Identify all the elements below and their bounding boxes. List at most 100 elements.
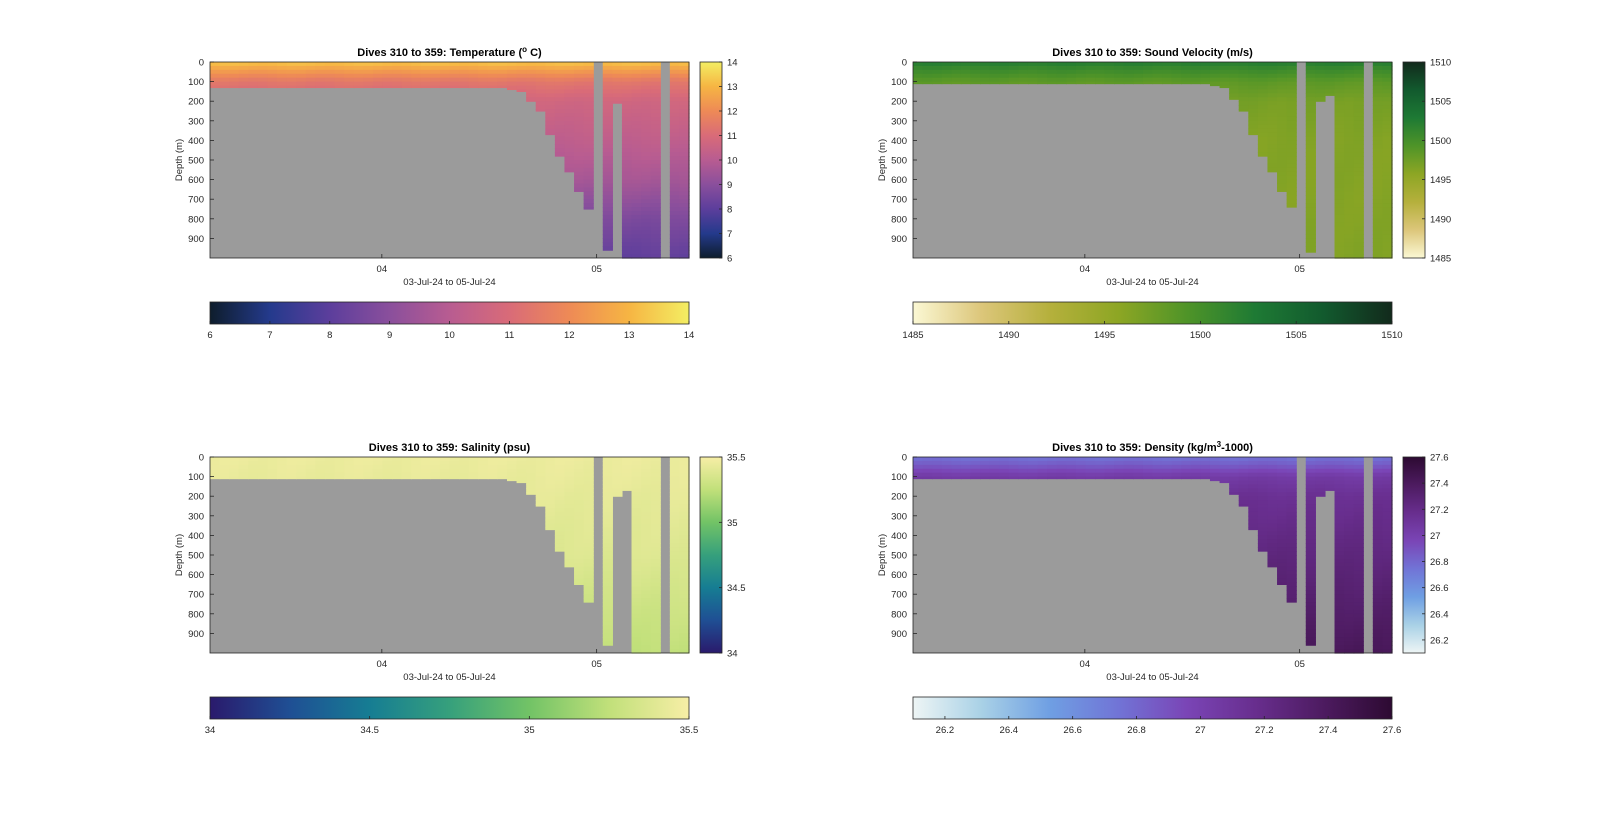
profile-cell (1257, 500, 1269, 505)
profile-cell (1238, 484, 1249, 489)
profile-cell (602, 230, 613, 236)
profile-cell (564, 93, 575, 98)
colorbar-tick-label: 1495 (1094, 330, 1115, 341)
y-tick-label: 100 (891, 472, 907, 483)
profile-cell (564, 519, 575, 525)
profile-cell (1334, 543, 1345, 548)
profile-cell (545, 112, 556, 118)
profile-cell (631, 558, 642, 564)
profile-cell (305, 476, 316, 480)
profile-cell (669, 586, 681, 591)
profile-cell (1372, 574, 1384, 580)
profile-cell (650, 562, 661, 568)
profile-cell (602, 93, 613, 98)
profile-cell (554, 515, 566, 521)
profile-cell (1142, 476, 1154, 480)
profile-cell (999, 472, 1010, 478)
profile-cell (497, 81, 508, 87)
profile-cell (669, 116, 681, 122)
profile-cell (1190, 69, 1201, 75)
profile-cell (1334, 464, 1345, 470)
profile-cell (669, 144, 681, 149)
profile-cell (631, 507, 642, 513)
profile-cell (487, 472, 498, 478)
profile-cell (1372, 617, 1384, 623)
profile-cell (612, 89, 623, 94)
profile-cell (1353, 602, 1364, 607)
profile-cell (641, 594, 652, 599)
profile-cell (1382, 625, 1393, 631)
colorbar-tick-label: 26.2 (1430, 635, 1449, 646)
profile-cell (564, 148, 575, 153)
profile-cell (459, 85, 470, 89)
profile-cell (1277, 535, 1288, 540)
profile-cell (679, 230, 690, 236)
profile-cell (1277, 476, 1288, 482)
profile-cell (679, 645, 690, 650)
profile-cell (468, 62, 479, 67)
profile-cell (641, 128, 652, 134)
profile-cell (1372, 124, 1384, 130)
profile-cell (1037, 65, 1048, 71)
profile-cell (420, 65, 431, 71)
profile-cell (1171, 460, 1182, 466)
profile-cell (1248, 457, 1259, 462)
profile-cell (679, 602, 690, 607)
profile-cell (1353, 472, 1364, 478)
profile-cell (583, 515, 594, 521)
profile-cell (210, 81, 221, 87)
profile-cell (1027, 468, 1039, 474)
profile-cell (574, 507, 585, 513)
profile-cell (1277, 77, 1288, 83)
profile-cell (344, 85, 355, 89)
profile-cell (1315, 492, 1326, 497)
profile-cell (1305, 144, 1316, 149)
profile-cell (583, 519, 594, 525)
profile-cell (564, 531, 575, 536)
profile-cell (641, 460, 652, 466)
profile-cell (679, 590, 690, 595)
profile-cell (650, 167, 661, 173)
profile-cell (631, 171, 642, 177)
profile-cell (1372, 547, 1384, 552)
colorbar-tick-label: 26.6 (1063, 725, 1082, 736)
profile-cells (210, 457, 690, 654)
profile-cell (1047, 69, 1058, 75)
profile-cell (1267, 101, 1278, 106)
profile-cell (1305, 472, 1316, 478)
profile-cell (1334, 171, 1345, 177)
profile-cell (401, 85, 412, 89)
profile-cell (1075, 65, 1087, 71)
profile-cell (1200, 460, 1211, 466)
profile-cell (583, 496, 594, 501)
profile-cell (382, 460, 393, 466)
profile-cell (1344, 621, 1355, 627)
profile-cell (1238, 500, 1249, 505)
colorbar-tick-label: 35.5 (727, 453, 746, 464)
profile-cell (449, 62, 460, 67)
profile-cell (1152, 73, 1163, 79)
profile-cell (650, 578, 661, 584)
profile-cell (612, 65, 623, 71)
profile-cell (1267, 519, 1278, 525)
profile-cell (1344, 136, 1355, 141)
profile-cell (621, 109, 633, 114)
profile-cell (392, 65, 403, 71)
profile-cell (1334, 218, 1345, 224)
profile-cell (1382, 605, 1393, 611)
profile-cell (679, 633, 690, 638)
profile-cell (1277, 566, 1288, 572)
profile-cell (602, 222, 613, 228)
profile-cell (1018, 62, 1029, 67)
profile-cell (353, 476, 364, 480)
profile-cell (1372, 531, 1384, 536)
profile-cell (970, 65, 981, 71)
profile-cell (621, 246, 633, 251)
profile-cell (210, 476, 221, 480)
profile-cell (669, 507, 681, 513)
profile-cell (1267, 547, 1278, 552)
profile-cell (970, 81, 981, 85)
profile-cell (1257, 109, 1269, 114)
profile-cell (1123, 476, 1134, 480)
profile-cell (1286, 555, 1297, 560)
